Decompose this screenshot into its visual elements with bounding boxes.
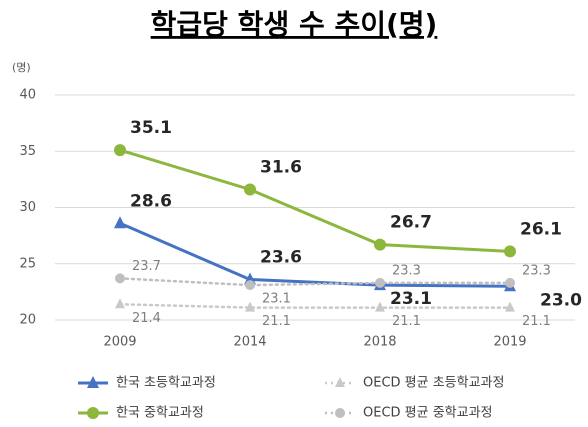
point (375, 277, 385, 288)
data-label: 23.0 (540, 290, 582, 310)
y-tick-label: 35 (19, 144, 36, 159)
legend-marker (87, 376, 99, 388)
y-tick-label: 25 (19, 256, 36, 271)
data-label: 23.3 (392, 263, 421, 278)
data-label: 23.1 (390, 289, 432, 309)
point (114, 216, 126, 229)
y-tick-label: 40 (19, 88, 36, 103)
data-label: 26.7 (390, 213, 432, 233)
point (115, 273, 125, 284)
point (505, 277, 515, 288)
y-tick-label: 20 (19, 313, 36, 328)
point (505, 301, 515, 312)
legend-label: OECD 평균 초등학교과정 (363, 376, 504, 391)
data-label: 31.6 (260, 158, 302, 178)
data-label: 26.1 (520, 219, 562, 239)
point (374, 238, 386, 251)
data-label: 21.1 (262, 314, 291, 329)
data-label: 21.1 (522, 314, 551, 329)
series-line (118, 303, 512, 309)
x-tick-label: 2014 (233, 335, 266, 350)
point (245, 280, 255, 291)
data-label: 23.6 (260, 248, 302, 268)
x-tick-label: 2019 (493, 335, 526, 350)
legend-marker (87, 407, 99, 419)
data-label: 23.3 (522, 263, 551, 278)
y-tick-label: 30 (19, 200, 36, 215)
data-label: 21.1 (392, 314, 421, 329)
data-label: 23.7 (132, 259, 161, 274)
x-tick-label: 2009 (103, 335, 136, 350)
data-label: 23.1 (262, 292, 291, 307)
legend-label: 한국 초등학교과정 (116, 376, 216, 391)
point (114, 144, 126, 157)
point (245, 301, 255, 312)
chart-title: 학급당 학생 수 추이(명) (151, 8, 438, 41)
legend-marker (335, 377, 345, 387)
legend-label: 한국 중학교과정 (116, 406, 204, 421)
legend-marker (335, 408, 345, 418)
data-label: 35.1 (130, 118, 172, 138)
data-label: 28.6 (130, 191, 172, 211)
point (244, 183, 256, 196)
series-line (118, 277, 512, 287)
data-label: 21.4 (132, 311, 161, 326)
point (115, 298, 125, 309)
x-tick-label: 2018 (363, 335, 396, 350)
y-axis-label: (명) (12, 61, 31, 74)
legend-label: OECD 평균 중학교과정 (363, 406, 493, 421)
point (375, 301, 385, 312)
series-line (118, 221, 512, 288)
point (504, 245, 516, 258)
series-line (118, 148, 512, 253)
